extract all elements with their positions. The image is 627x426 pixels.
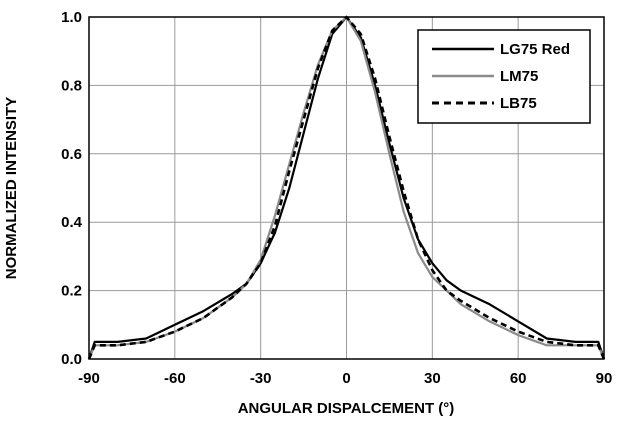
y-tick-label: 0.2 bbox=[61, 283, 82, 300]
x-tick-label: 30 bbox=[424, 370, 441, 387]
y-tick-label: 0.0 bbox=[61, 351, 82, 368]
series-layer bbox=[87, 15, 606, 360]
y-tick-label: 1.0 bbox=[61, 9, 82, 26]
tick-labels: -90 -60 -30 0 30 60 90 0.0 0.2 0.4 0.6 0.8 1.0 bbox=[61, 9, 612, 387]
legend-label-2: LM75 bbox=[500, 68, 538, 85]
legend-label-3: LB75 bbox=[500, 95, 537, 112]
x-tick-label: -60 bbox=[164, 370, 186, 387]
x-tick-label: 60 bbox=[510, 370, 527, 387]
series-line-3 bbox=[87, 15, 606, 360]
y-tick-label: 0.8 bbox=[61, 77, 82, 94]
legend: LG75 Red LM75 LB75 bbox=[417, 29, 591, 124]
x-axis-title: ANGULAR DISPALCEMENT (°) bbox=[238, 400, 455, 417]
x-tick-label: 90 bbox=[596, 370, 613, 387]
x-tick-label: 0 bbox=[342, 370, 350, 387]
x-tick-label: -30 bbox=[250, 370, 272, 387]
legend-label-1: LG75 Red bbox=[500, 41, 570, 58]
y-tick-label: 0.6 bbox=[61, 146, 82, 163]
x-tick-label: -90 bbox=[78, 370, 100, 387]
y-tick-label: 0.4 bbox=[61, 214, 83, 231]
y-axis-title: NORMALIZED INTENSITY bbox=[3, 97, 20, 280]
